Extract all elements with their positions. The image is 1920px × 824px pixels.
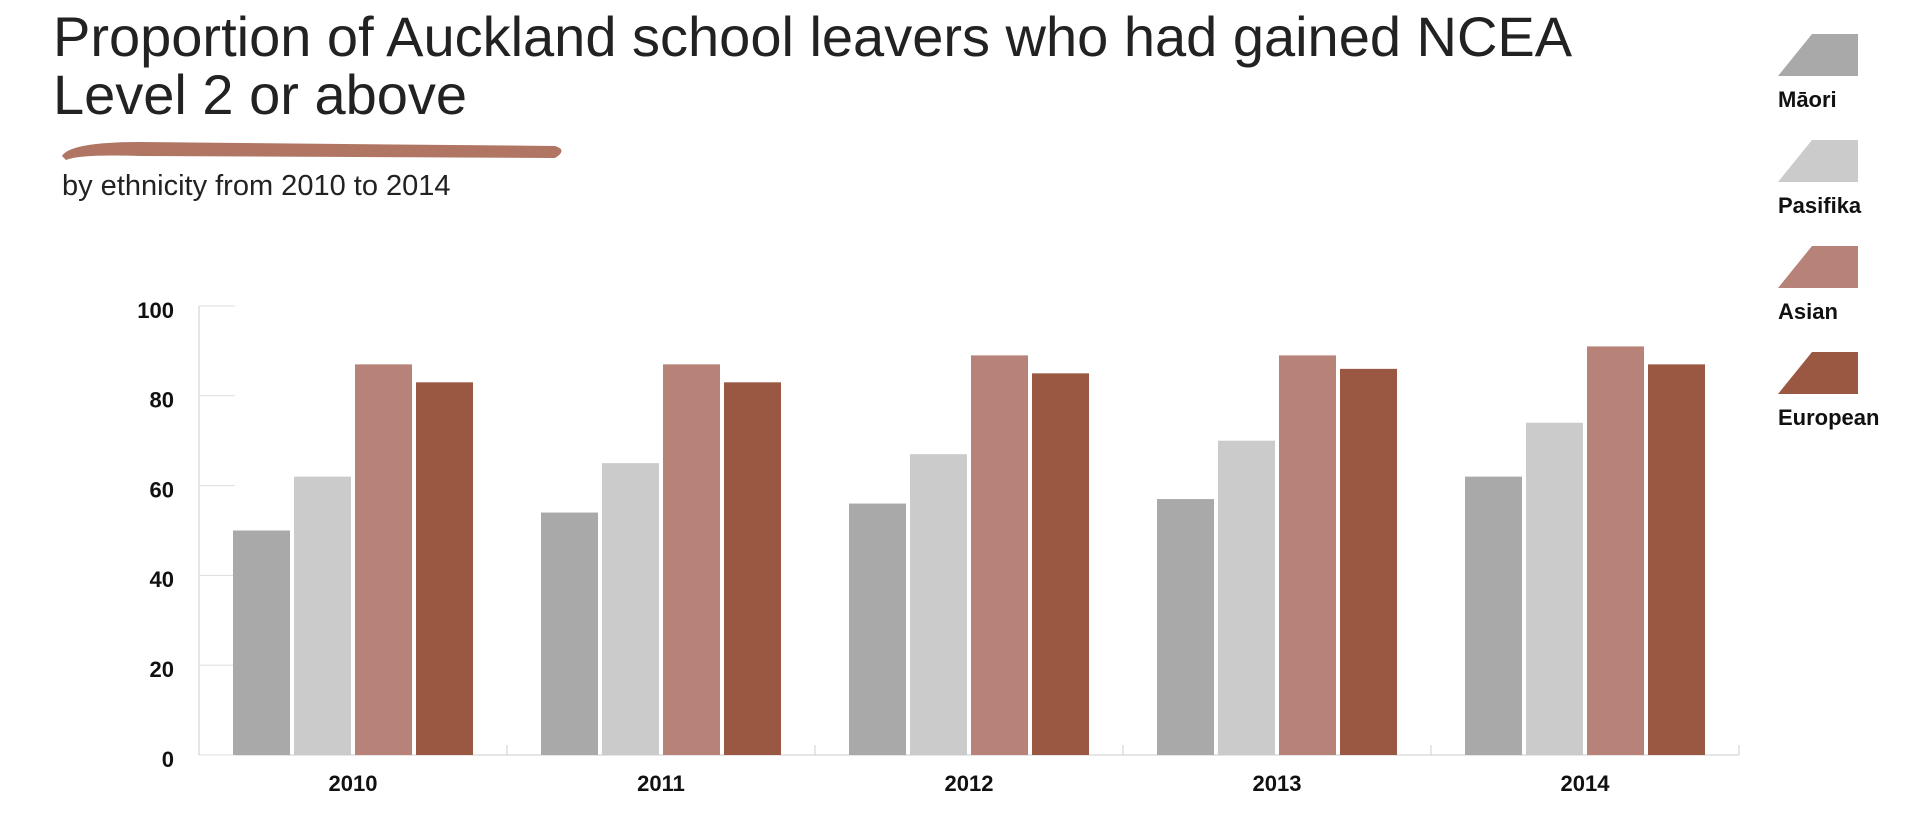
bar [663, 364, 720, 755]
bar [541, 512, 598, 755]
bar [602, 463, 659, 755]
y-tick-label: 60 [150, 477, 174, 502]
bar [849, 503, 906, 755]
legend-label: Asian [1778, 299, 1838, 324]
y-tick-label: 20 [150, 657, 174, 682]
bar [1465, 476, 1522, 755]
legend-label: Māori [1778, 87, 1837, 112]
bar [1340, 368, 1397, 755]
bar [355, 364, 412, 755]
bar [1218, 440, 1275, 755]
bar [910, 454, 967, 755]
legend-label: European [1778, 405, 1879, 430]
legend-swatch [1778, 140, 1858, 182]
x-tick-label: 2011 [637, 771, 685, 796]
x-tick-label: 2010 [329, 771, 378, 796]
legend-label: Pasifika [1778, 193, 1862, 218]
y-tick-label: 40 [150, 567, 174, 592]
bar [1157, 499, 1214, 755]
y-tick-label: 100 [137, 298, 174, 323]
y-tick-label: 0 [162, 747, 174, 772]
bar [1279, 355, 1336, 755]
legend-swatch [1778, 352, 1858, 394]
bar [233, 530, 290, 755]
bar [1526, 422, 1583, 755]
bar [724, 382, 781, 755]
bar [1648, 364, 1705, 755]
chart-title: Proportion of Auckland school leavers wh… [53, 5, 1570, 126]
bar [1587, 346, 1644, 755]
legend-swatch [1778, 34, 1858, 76]
bar [971, 355, 1028, 755]
bar [1032, 373, 1089, 755]
x-tick-label: 2012 [945, 771, 994, 796]
underline-brush [62, 142, 562, 160]
bar [294, 476, 351, 755]
legend-swatch [1778, 246, 1858, 288]
x-tick-label: 2014 [1561, 771, 1611, 796]
y-tick-label: 80 [150, 388, 174, 413]
x-tick-label: 2013 [1253, 771, 1302, 796]
chart-subtitle: by ethnicity from 2010 to 2014 [62, 170, 451, 202]
bar [416, 382, 473, 755]
